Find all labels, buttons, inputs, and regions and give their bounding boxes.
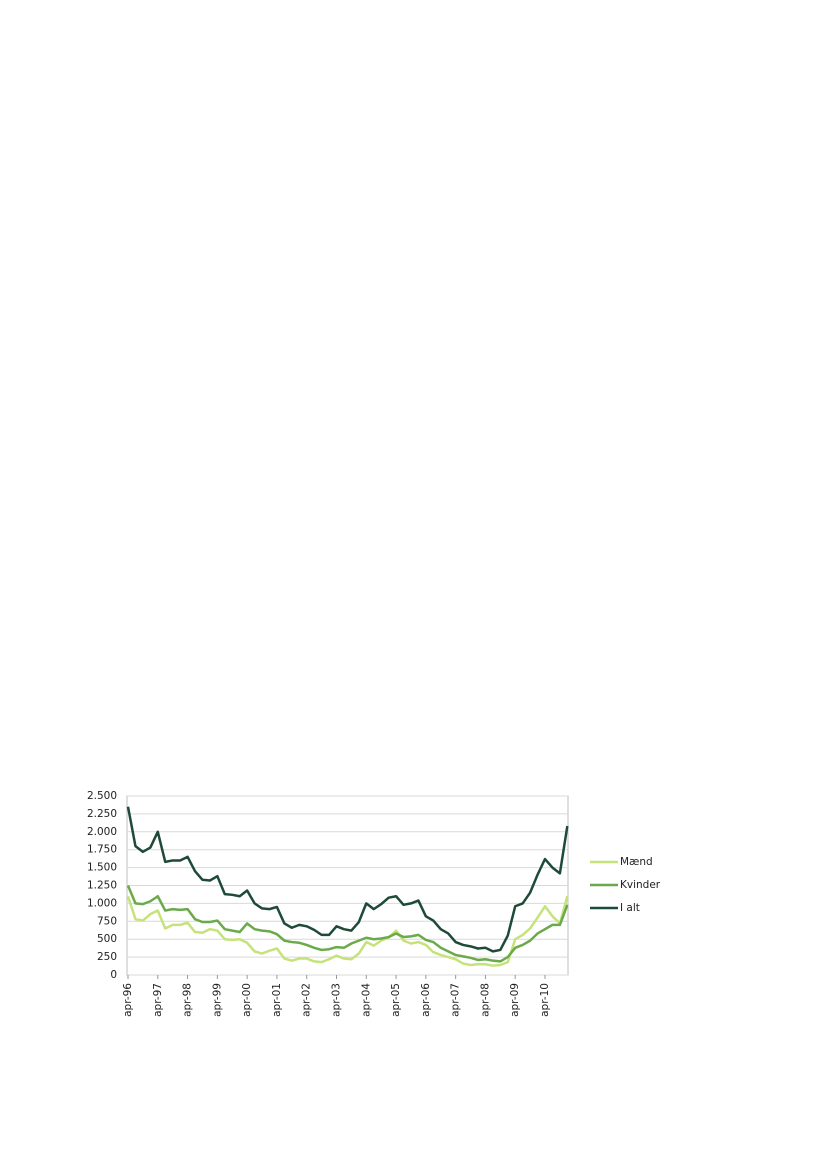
x-tick-label: apr-96 [122, 983, 134, 1017]
x-tick-label: apr-09 [509, 983, 521, 1017]
y-tick-label: 1.000 [87, 897, 117, 909]
legend-label: Kvinder [620, 879, 661, 891]
y-tick-label: 500 [97, 933, 117, 945]
x-tick-label: apr-03 [331, 983, 343, 1017]
series-line [126, 895, 569, 967]
x-tick-label: apr-97 [152, 983, 164, 1017]
x-tick-label: apr-00 [241, 983, 253, 1017]
y-tick-label: 750 [97, 915, 117, 927]
legend-label: I alt [620, 902, 640, 914]
x-tick-label: apr-01 [271, 983, 283, 1017]
x-tick-label: apr-10 [539, 983, 551, 1017]
x-tick-label: apr-04 [360, 983, 372, 1017]
y-tick-label: 2.500 [87, 790, 117, 802]
x-tick-label: apr-02 [301, 983, 313, 1017]
x-tick-label: apr-06 [420, 983, 432, 1017]
y-tick-label: 0 [110, 969, 117, 981]
x-tick-label: apr-07 [450, 983, 462, 1017]
x-tick-label: apr-05 [390, 983, 402, 1017]
y-tick-label: 1.500 [87, 862, 117, 874]
x-tick-label: apr-99 [211, 983, 223, 1017]
y-tick-label: 2.000 [87, 826, 117, 838]
series-line [126, 885, 569, 963]
x-tick-label: apr-98 [182, 983, 194, 1017]
legend-label: Mænd [620, 856, 653, 868]
y-tick-label: 250 [97, 951, 117, 963]
series-line [126, 806, 569, 953]
x-tick-label: apr-08 [479, 983, 491, 1017]
y-tick-label: 2.250 [87, 808, 117, 820]
y-tick-label: 1.750 [87, 844, 117, 856]
y-tick-label: 1.250 [87, 880, 117, 892]
